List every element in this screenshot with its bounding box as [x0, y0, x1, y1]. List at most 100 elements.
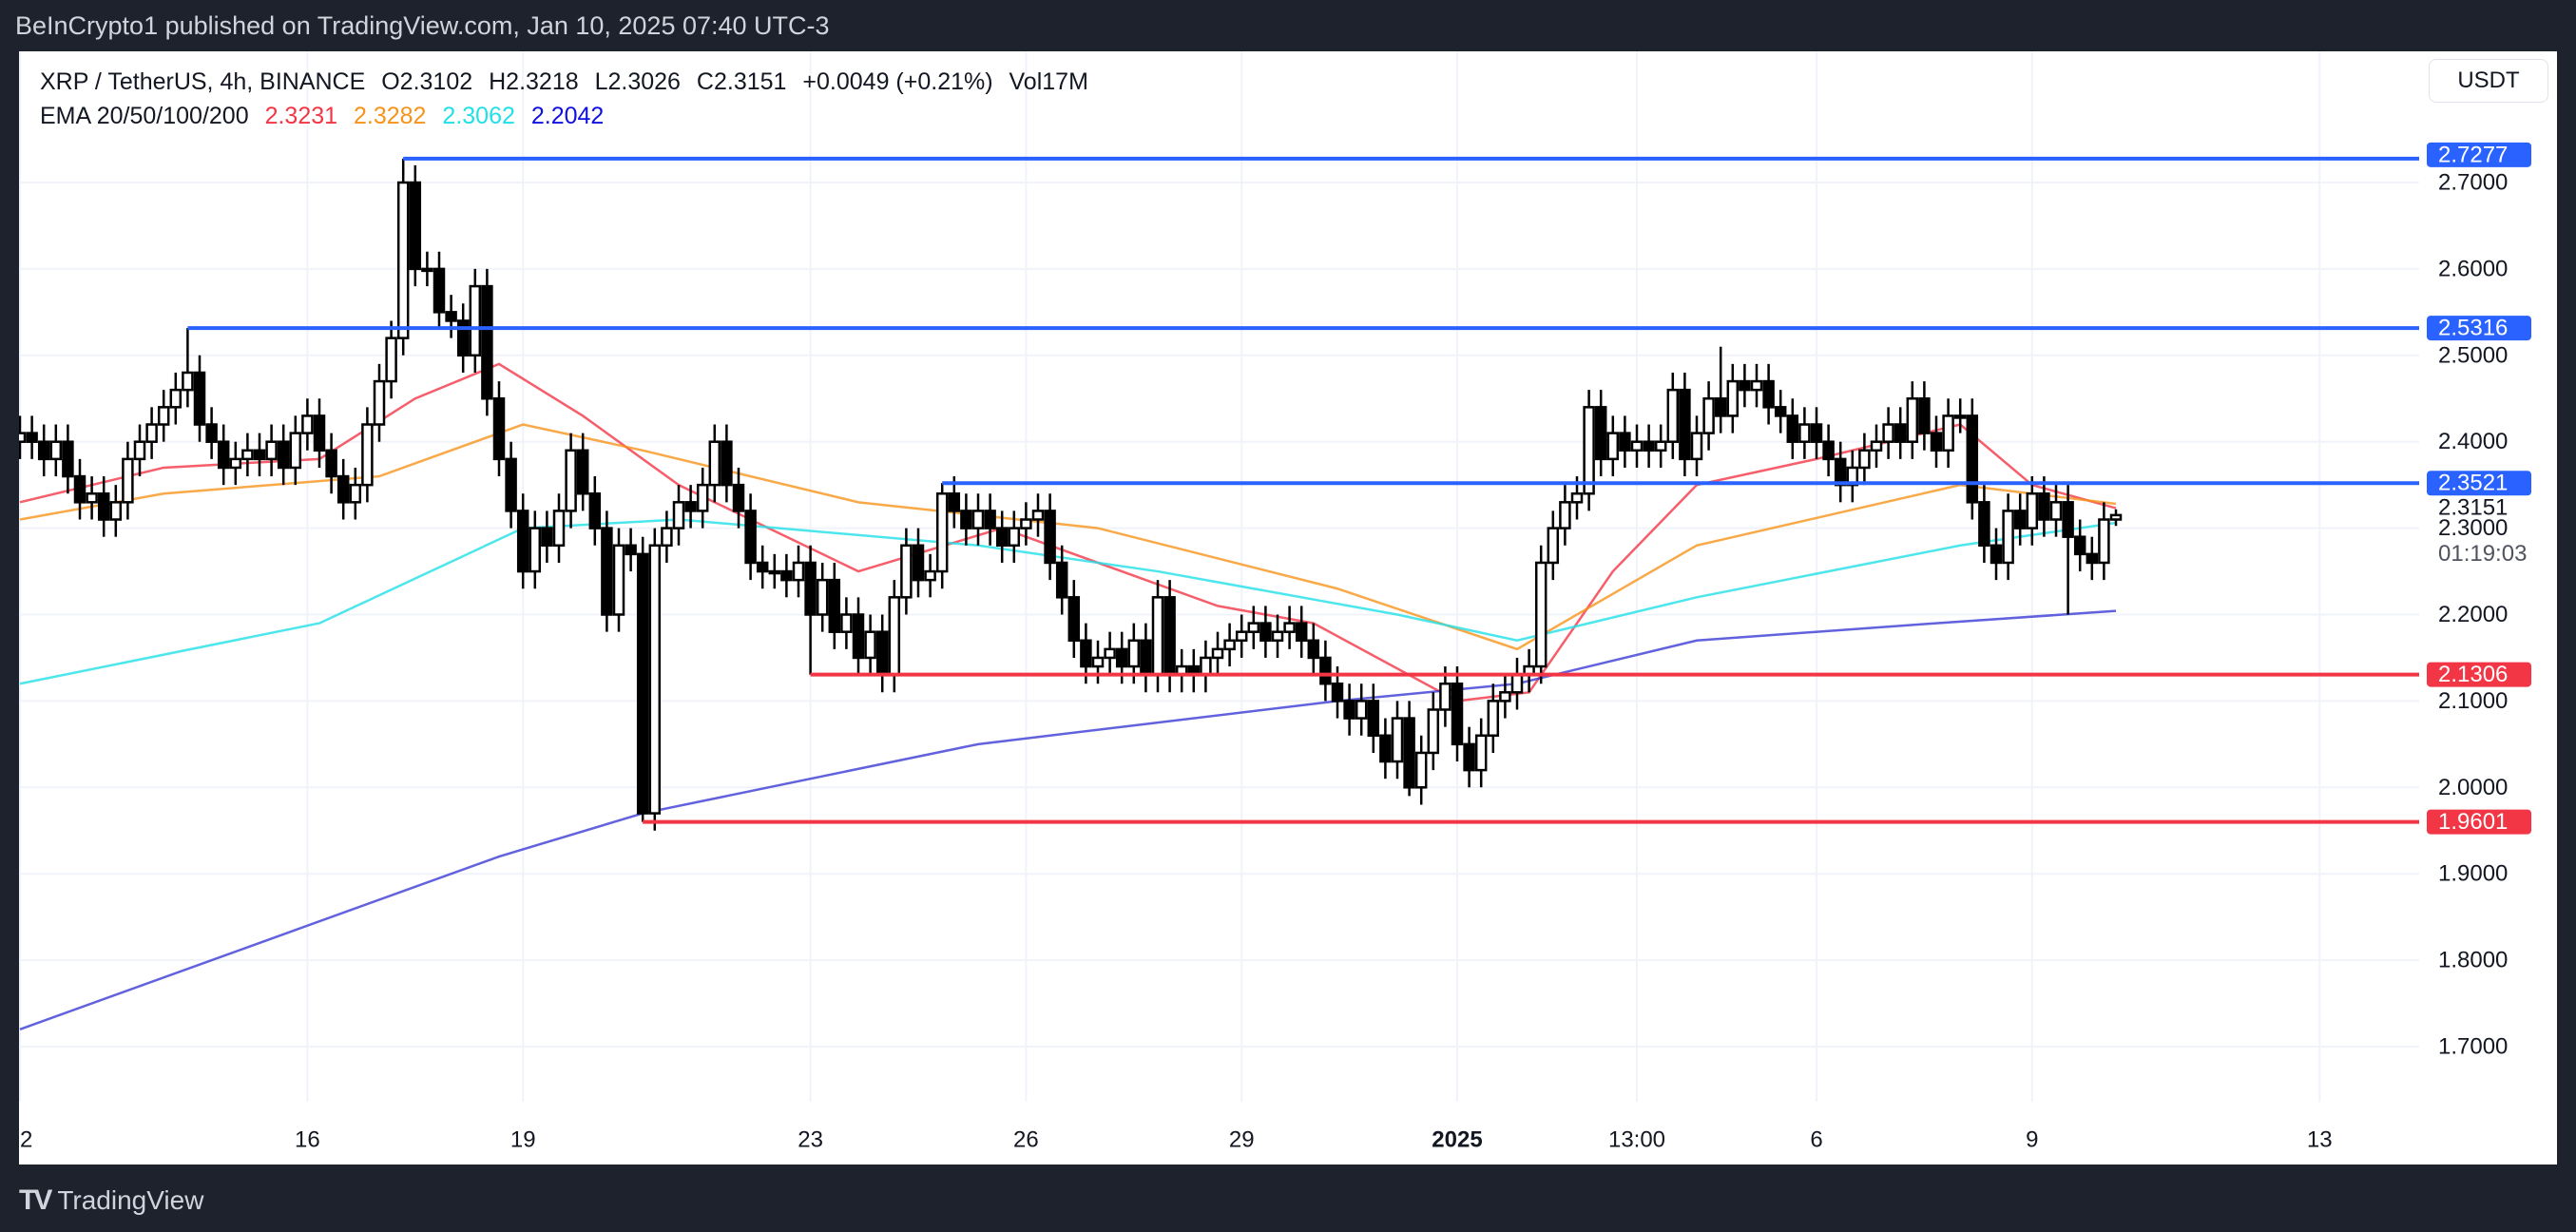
candle-up: [469, 284, 482, 357]
candle-up: [971, 510, 985, 529]
candle-down: [1259, 622, 1272, 643]
candle-up: [1474, 734, 1488, 772]
level-label: 2.3521: [2438, 471, 2508, 496]
candle-down: [1894, 423, 1907, 443]
candle-up: [133, 440, 146, 461]
candle-down: [1463, 742, 1475, 772]
level-badge: [2427, 142, 2531, 167]
candle-down: [1762, 379, 1775, 409]
chart-legend: XRP / TetherUS, 4h, BINANCE O2.3102 H2.3…: [40, 65, 1098, 133]
bar-countdown-label: 01:19:03: [2438, 541, 2527, 567]
candle-up: [385, 337, 397, 383]
y-tick-label: 1.7000: [2438, 1034, 2508, 1060]
x-tick-label: 29: [1229, 1127, 1255, 1153]
level-label: 1.9601: [2438, 809, 2508, 835]
candle-down: [828, 578, 841, 633]
footer-brand[interactable]: TradingView: [57, 1185, 204, 1215]
candle-down: [1295, 622, 1308, 643]
candle-down: [1379, 734, 1392, 763]
candle-up: [1510, 673, 1524, 694]
x-tick-label: 23: [798, 1127, 823, 1153]
candle-down: [1739, 379, 1751, 392]
candle-down: [948, 491, 961, 512]
level-badge: [2427, 471, 2531, 496]
candle-up: [672, 501, 685, 529]
candle-up: [2049, 501, 2063, 521]
candle-down: [576, 449, 589, 495]
candle-up: [1235, 630, 1248, 643]
ema-row: EMA 20/50/100/200 2.3231 2.3282 2.3062 2…: [40, 99, 1098, 133]
candle-up: [1104, 647, 1116, 660]
candle-down: [1044, 510, 1056, 565]
candle-up: [265, 440, 278, 461]
tradingview-logo-icon[interactable]: TV: [19, 1184, 52, 1216]
candle-down: [1834, 457, 1847, 487]
candle-down: [253, 449, 266, 461]
symbol-info[interactable]: XRP / TetherUS, 4h, BINANCE: [40, 68, 366, 95]
candle-down: [780, 569, 793, 582]
candle-down: [601, 527, 613, 616]
candle-down: [1822, 440, 1835, 461]
candle-up: [1583, 406, 1595, 495]
candle-up: [1953, 414, 1967, 419]
candle-down: [995, 527, 1009, 548]
candle-down: [1343, 700, 1355, 720]
candle-down: [62, 440, 74, 478]
candle-down: [1403, 717, 1415, 789]
candle-up: [1750, 379, 1763, 392]
candle-up: [1271, 630, 1284, 643]
candle-up: [1906, 397, 1919, 443]
ema-line-ema20: [19, 362, 2117, 703]
candle-down: [1331, 682, 1344, 703]
candle-up: [924, 569, 936, 582]
chart-panel[interactable]: 1.7000 1.8000 1.9000 2.0000 2.1000 2.2000 2.30…: [19, 51, 2557, 1165]
candle-down: [1786, 414, 1799, 443]
price-chart[interactable]: 1.7000 1.8000 1.9000 2.0000 2.1000 2.2000 2.30…: [19, 51, 2557, 1165]
candle-down: [1643, 440, 1655, 452]
ema-line-ema100: [19, 518, 2117, 685]
last-price-label: 2.3151: [2438, 495, 2508, 521]
x-tick-label: 13:00: [1608, 1127, 1665, 1153]
level-badge: [2427, 316, 2531, 341]
currency-button[interactable]: USDT: [2429, 59, 2548, 103]
candle-up: [1008, 527, 1021, 548]
candle-down: [1140, 639, 1152, 677]
candle-up: [241, 449, 254, 461]
candle-up: [1570, 491, 1584, 504]
candle-down: [804, 561, 817, 616]
candle-up: [86, 491, 98, 504]
candle-up: [1942, 414, 1954, 452]
candle-up: [301, 414, 314, 434]
candle-up: [529, 527, 542, 573]
ema-label[interactable]: EMA 20/50/100/200: [40, 103, 249, 129]
candle-down: [1080, 639, 1092, 668]
candle-down: [1978, 501, 1990, 548]
candle-up: [2109, 513, 2123, 521]
candle-down: [217, 440, 230, 470]
candle-down: [1619, 432, 1631, 452]
candle-up: [49, 440, 63, 461]
level-label: 2.7277: [2438, 142, 2508, 167]
x-tick-label: 19: [510, 1127, 536, 1153]
candle-down: [1307, 639, 1320, 660]
candle-down: [205, 423, 218, 443]
ema-line-ema200: [19, 609, 2117, 1030]
candle-up: [1211, 647, 1224, 660]
candle-up: [361, 423, 374, 487]
candle-down: [588, 491, 602, 529]
open-value: O2.3102: [381, 68, 473, 95]
candle-up: [1355, 700, 1368, 720]
candle-down: [336, 474, 350, 504]
candle-up: [1091, 656, 1105, 668]
candle-up: [145, 423, 158, 443]
candle-up: [1499, 691, 1511, 703]
candle-down: [481, 284, 493, 400]
candle-down: [1055, 561, 1068, 599]
candle-up: [864, 630, 876, 660]
candle-down: [912, 544, 925, 582]
candle-down: [37, 440, 50, 461]
candle-down: [73, 474, 87, 504]
candle-down: [625, 544, 637, 556]
candle-down: [325, 449, 337, 478]
candle-up: [122, 457, 134, 504]
